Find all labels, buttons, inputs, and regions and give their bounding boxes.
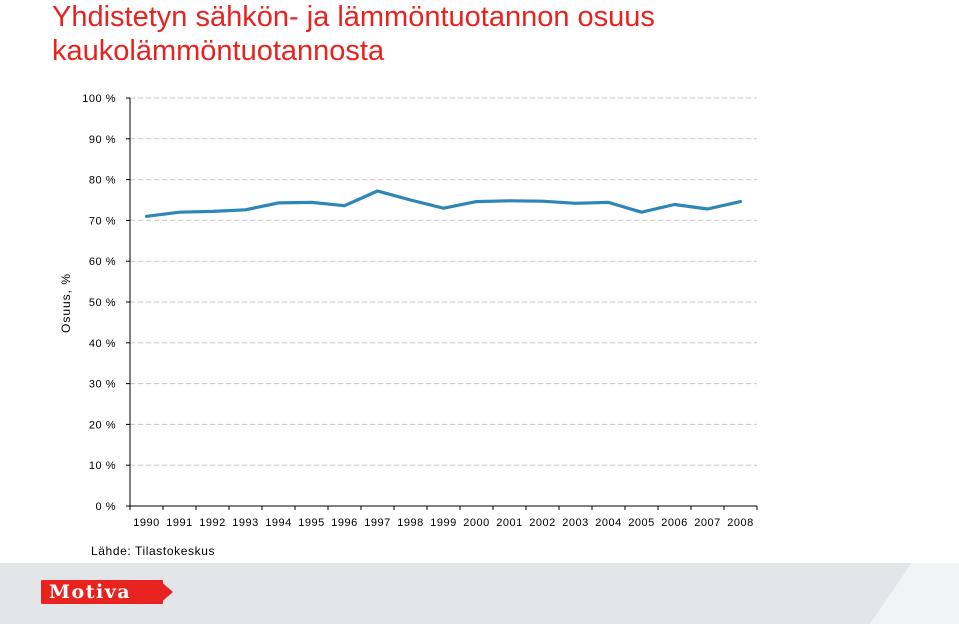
x-tick-label: 2000: [463, 517, 489, 529]
y-tick-label: 20 %: [89, 419, 116, 431]
x-tick-label: 1998: [397, 517, 423, 529]
x-tick-label: 1990: [133, 517, 159, 529]
data-point: [310, 201, 313, 204]
footer-decoration: [870, 563, 959, 624]
data-point: [475, 200, 478, 203]
logo-arrow: [159, 580, 173, 604]
y-tick-label: 80 %: [89, 175, 116, 187]
data-point: [376, 189, 379, 193]
x-tick-label: 2003: [562, 517, 588, 529]
series-line: [144, 189, 743, 218]
data-point: [409, 198, 412, 202]
x-tick-label: 1999: [430, 517, 456, 529]
data-point: [607, 201, 610, 204]
line-chart: 0 % 10 % 20 % 30 % 40 % 50 % 60 % 70 % 80 % 90 % 1…: [59, 93, 758, 529]
motiva-logo: Motiva: [41, 580, 175, 604]
x-tick-label: 1997: [364, 517, 390, 529]
data-point: [640, 211, 643, 214]
data-point: [178, 211, 181, 214]
x-tick-label: 2008: [727, 517, 753, 529]
x-tick-label: 1994: [265, 517, 291, 529]
chart-title-line2: kaukolämmöntuotannosta: [52, 35, 385, 67]
y-tick-label: 10 %: [89, 460, 116, 472]
x-tick-label: 2005: [628, 517, 654, 529]
data-point: [277, 201, 280, 205]
x-tick-label: 1993: [232, 517, 258, 529]
x-tick-label: 2007: [694, 517, 720, 529]
source-note: Lähde: Tilastokeskus: [91, 544, 216, 558]
x-tick-label: 2006: [661, 517, 687, 529]
x-tick-label: 1996: [331, 517, 357, 529]
x-tick-labels: 1990 1991 1992 1993 1994 1995 1996 1997 1998 1999…: [133, 517, 753, 529]
x-tick-label: 1995: [298, 517, 324, 529]
series-group: [144, 189, 743, 218]
data-point: [706, 207, 709, 211]
gridlines: [130, 97, 757, 466]
data-point: [343, 204, 346, 207]
chart-title: Yhdistetyn sähkön- ja lämmöntuotannon os…: [52, 0, 655, 68]
data-point: [145, 215, 148, 218]
logo-text: Motiva: [49, 581, 132, 603]
x-tick-label: 2002: [529, 517, 555, 529]
data-point: [244, 208, 247, 211]
y-tick-label: 70 %: [89, 215, 116, 227]
y-tick-label: 50 %: [89, 297, 116, 309]
data-point: [673, 203, 676, 206]
y-axis-label: Osuus, %: [59, 273, 73, 333]
y-tick-label: 30 %: [89, 379, 116, 391]
logo-box: [41, 580, 163, 604]
y-tick-label: 0 %: [96, 501, 116, 513]
chart-title-line1: Yhdistetyn sähkön- ja lämmöntuotannon os…: [52, 1, 655, 33]
y-tick-label: 40 %: [89, 338, 116, 350]
axes: [126, 97, 758, 510]
data-point: [508, 199, 511, 203]
x-tick-label: 2001: [496, 517, 522, 529]
x-tick-label: 1992: [199, 517, 225, 529]
data-point: [211, 210, 214, 213]
y-tick-label: 100 %: [82, 93, 116, 105]
data-point: [574, 202, 577, 205]
y-tick-label: 60 %: [89, 256, 116, 268]
x-tick-label: 1991: [166, 517, 192, 529]
y-tick-labels: 0 % 10 % 20 % 30 % 40 % 50 % 60 % 70 % 80 % 90 % 1…: [82, 93, 116, 513]
data-point: [442, 206, 445, 210]
data-point: [541, 200, 544, 203]
x-tick-label: 2004: [595, 517, 621, 529]
y-tick-label: 90 %: [89, 134, 116, 146]
data-point: [739, 200, 742, 203]
